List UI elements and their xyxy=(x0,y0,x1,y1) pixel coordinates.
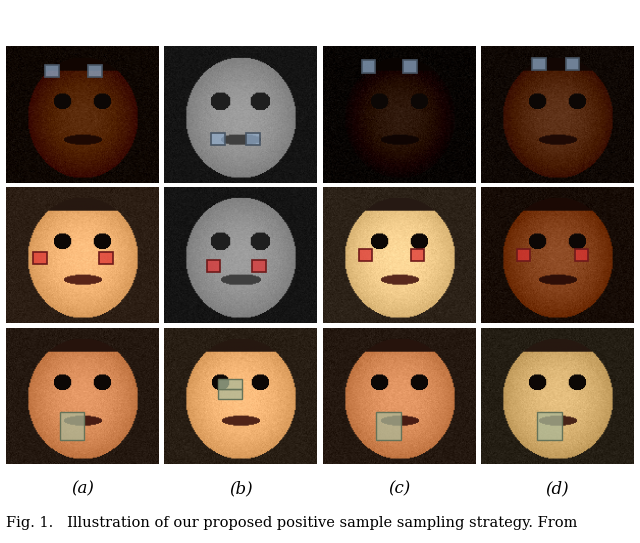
Bar xyxy=(33,252,47,264)
Text: (b): (b) xyxy=(229,480,253,497)
Bar xyxy=(252,260,266,272)
Bar xyxy=(410,249,424,261)
Text: (d): (d) xyxy=(545,480,569,497)
Bar xyxy=(537,412,562,440)
Bar xyxy=(358,249,372,261)
Bar xyxy=(99,252,113,264)
Bar xyxy=(575,249,588,261)
Bar xyxy=(211,133,225,145)
Bar xyxy=(45,65,59,77)
Bar xyxy=(376,412,401,440)
Bar xyxy=(403,60,417,73)
Text: Fig. 1.   Illustration of our proposed positive sample sampling strategy. From: Fig. 1. Illustration of our proposed pos… xyxy=(6,516,578,530)
Bar xyxy=(218,378,243,389)
Bar xyxy=(516,249,531,261)
Bar xyxy=(60,412,84,440)
Text: (a): (a) xyxy=(72,480,94,497)
Text: (c): (c) xyxy=(388,480,410,497)
Bar xyxy=(566,58,579,70)
Bar xyxy=(532,58,546,70)
Bar xyxy=(218,389,243,400)
Bar xyxy=(246,133,260,145)
Bar xyxy=(362,60,375,73)
Bar xyxy=(207,260,220,272)
Bar xyxy=(88,65,102,77)
